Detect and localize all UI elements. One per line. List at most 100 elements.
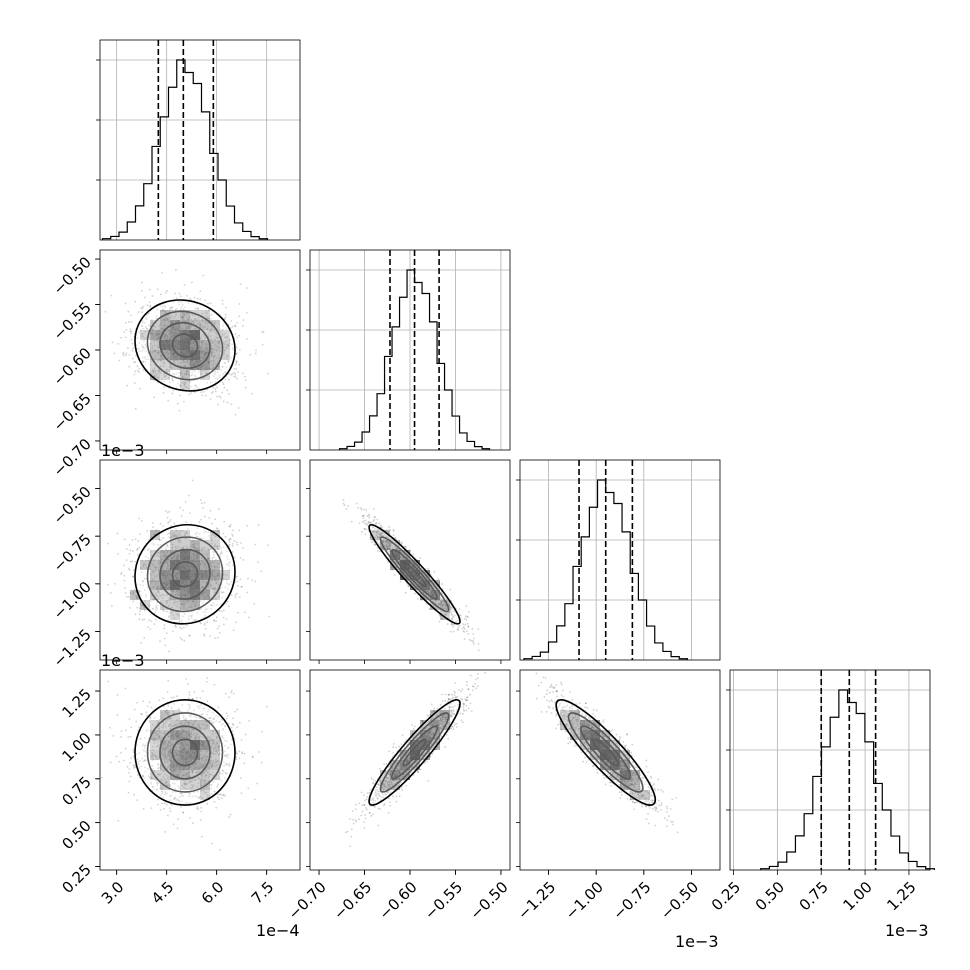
sample-point (158, 332, 161, 335)
sample-point (240, 541, 242, 544)
sample-point (151, 295, 154, 297)
sample-point (188, 340, 190, 343)
sample-point (165, 368, 168, 371)
sample-point (209, 398, 212, 400)
sample-point (154, 375, 156, 377)
sample-point (373, 543, 376, 546)
sample-point (225, 366, 228, 369)
sample-point (473, 637, 475, 640)
sample-point (230, 320, 233, 322)
sample-point (231, 542, 234, 545)
density-contour (368, 523, 461, 625)
sample-point (181, 301, 184, 304)
sample-point (162, 318, 164, 321)
sample-point (221, 299, 224, 302)
density-contour (134, 523, 236, 625)
sample-point (155, 373, 158, 376)
sample-point (177, 301, 180, 304)
sample-point (171, 326, 174, 329)
sample-point (213, 800, 216, 803)
sample-point (148, 288, 151, 291)
sample-point (177, 818, 179, 820)
sample-point (226, 401, 229, 404)
sample-point (164, 351, 167, 354)
sample-point (211, 320, 214, 323)
sample-point (365, 528, 368, 531)
sample-point (232, 629, 235, 632)
sample-point (211, 390, 214, 393)
sample-point (238, 596, 241, 599)
sample-point (198, 337, 201, 340)
sample-point (236, 708, 239, 711)
sample-point (196, 332, 199, 335)
sample-point (428, 570, 431, 573)
sample-point (162, 327, 165, 330)
sample-point (223, 371, 226, 373)
sample-point (180, 515, 183, 517)
sample-point (241, 547, 244, 550)
sample-point (189, 363, 191, 366)
sample-point (141, 311, 144, 314)
sample-point (187, 327, 190, 330)
sample-point (175, 297, 178, 300)
sample-point (174, 309, 177, 312)
density-cell (220, 350, 230, 360)
sample-point (135, 595, 138, 597)
sample-point (201, 312, 204, 315)
sample-point (186, 338, 189, 341)
sample-point (162, 697, 165, 700)
sample-point (213, 329, 216, 332)
sample-point (124, 302, 127, 305)
sample-point (217, 530, 219, 533)
sample-point (168, 333, 171, 335)
sample-point (173, 344, 176, 347)
sample-point (198, 356, 201, 358)
sample-point (461, 627, 464, 630)
sample-point (203, 515, 206, 518)
sample-point (129, 330, 132, 333)
sample-point (127, 321, 130, 323)
sample-point (171, 392, 174, 395)
sample-point (151, 329, 153, 332)
sample-point (200, 502, 203, 505)
sample-point (159, 640, 161, 643)
sample-point (156, 344, 159, 347)
sample-point (236, 580, 239, 583)
sample-point (138, 367, 141, 370)
sample-point (253, 602, 256, 605)
sample-point (185, 369, 188, 371)
sample-point (173, 361, 176, 363)
sample-point (206, 352, 208, 355)
sample-point (260, 570, 263, 573)
sample-point (345, 508, 348, 510)
sample-point (164, 320, 167, 322)
sample-point (128, 353, 131, 356)
density-cell (210, 340, 220, 350)
sample-point (221, 303, 224, 305)
sample-point (235, 346, 238, 349)
sample-point (161, 305, 164, 308)
sample-point (134, 560, 137, 563)
sample-point (234, 596, 237, 599)
sample-point (176, 827, 179, 830)
sample-point (198, 336, 201, 338)
sample-point (187, 348, 190, 351)
sample-point (164, 644, 167, 647)
sample-point (137, 540, 140, 542)
sample-point (197, 318, 200, 321)
sample-point (206, 677, 209, 679)
sample-point (185, 312, 188, 315)
sample-point (206, 328, 209, 331)
sample-point (157, 330, 160, 333)
sample-point (247, 577, 249, 580)
density-cell (190, 330, 200, 340)
sample-point (225, 344, 228, 346)
sample-point (244, 611, 246, 614)
density-cell (170, 350, 180, 360)
sample-point (457, 628, 460, 631)
sample-point (175, 328, 178, 331)
sample-point (361, 530, 363, 533)
sample-point (196, 297, 199, 300)
sample-point (191, 358, 194, 361)
sample-point (183, 329, 186, 332)
